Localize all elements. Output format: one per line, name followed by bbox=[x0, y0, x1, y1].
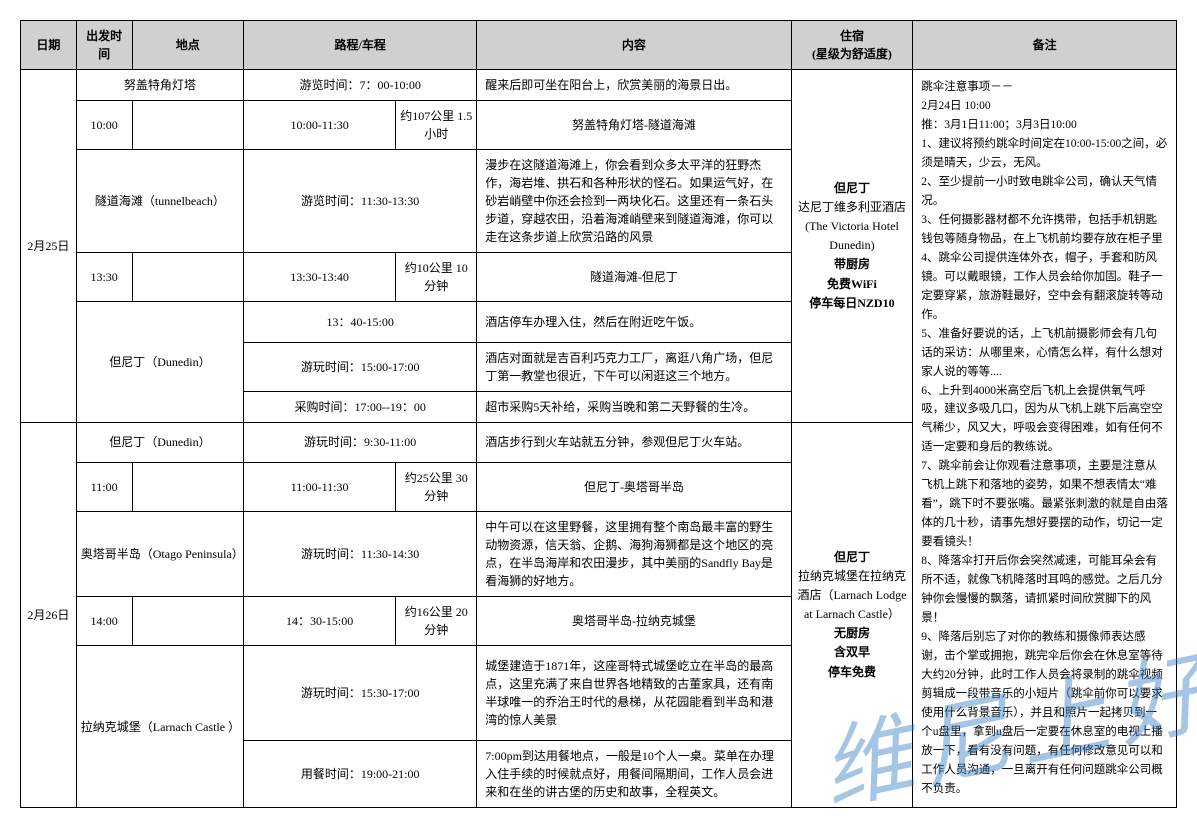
content-cell: 隧道海滩-但尼丁 bbox=[477, 253, 791, 302]
route-cell: 13:30-13:40 bbox=[244, 253, 396, 302]
content-cell: 但尼丁-奥塔哥半岛 bbox=[477, 463, 791, 512]
date-cell: 2月26日 bbox=[21, 422, 77, 807]
place-cell: 奥塔哥半岛（Otago Peninsula） bbox=[76, 512, 243, 597]
route-cell: 游玩时间：9:30-11:00 bbox=[244, 422, 477, 463]
route-cell: 游玩时间：15:00-17:00 bbox=[244, 342, 477, 391]
date-cell: 2月25日 bbox=[21, 70, 77, 423]
th-content: 内容 bbox=[477, 21, 791, 70]
route-cell: 游览时间：11:30-13:30 bbox=[244, 150, 477, 253]
place-cell: 隧道海滩（tunnelbeach） bbox=[76, 150, 243, 253]
route-cell: 采购时间：17:00--19：00 bbox=[244, 391, 477, 422]
content-cell: 酒店步行到火车站就五分钟，参观但尼丁火车站。 bbox=[477, 422, 791, 463]
place-cell bbox=[132, 463, 244, 512]
content-cell: 酒店停车办理入住，然后在附近吃午饭。 bbox=[477, 302, 791, 343]
content-cell: 醒来后即可坐在阳台上，欣赏美丽的海景日出。 bbox=[477, 70, 791, 101]
route-cell: 用餐时间：19:00-21:00 bbox=[244, 740, 477, 807]
place-cell bbox=[132, 597, 244, 646]
route-cell: 游览时间：7：00-10:00 bbox=[244, 70, 477, 101]
content-cell: 努盖特角灯塔-隧道海滩 bbox=[477, 101, 791, 150]
th-place: 地点 bbox=[132, 21, 244, 70]
place-cell bbox=[132, 101, 244, 150]
content-cell: 酒店对面就是吉百利巧克力工厂，离逛八角广场，但尼丁第一教堂也很近，下午可以闲逛这… bbox=[477, 342, 791, 391]
place-cell: 拉纳克城堡（Larnach Castle ） bbox=[76, 646, 243, 808]
depart-cell: 10:00 bbox=[76, 101, 132, 150]
dist-cell: 约16公里 20分钟 bbox=[396, 597, 477, 646]
content-cell: 城堡建造于1871年，这座哥特式城堡屹立在半岛的最高点，这里充满了来自世界各地精… bbox=[477, 646, 791, 741]
place-cell: 但尼丁（Dunedin） bbox=[76, 302, 243, 423]
th-note: 备注 bbox=[913, 21, 1177, 70]
stay-cell: 但尼丁 达尼丁维多利亚酒店(The Victoria Hotel Dunedin… bbox=[791, 70, 913, 423]
dist-cell: 约107公里 1.5小时 bbox=[396, 101, 477, 150]
route-cell: 14：30-15:00 bbox=[244, 597, 396, 646]
th-route: 路程/车程 bbox=[244, 21, 477, 70]
place-cell: 努盖特角灯塔 bbox=[76, 70, 243, 101]
depart-cell: 11:00 bbox=[76, 463, 132, 512]
content-cell: 超市采购5天补给，采购当晚和第二天野餐的生冷。 bbox=[477, 391, 791, 422]
place-cell: 但尼丁（Dunedin） bbox=[76, 422, 243, 463]
content-cell: 漫步在这隧道海滩上，你会看到众多太平洋的狂野杰作，海岩堆、拱石和各种形状的怪石。… bbox=[477, 150, 791, 253]
dist-cell: 约10公里 10分钟 bbox=[396, 253, 477, 302]
place-cell bbox=[132, 253, 244, 302]
route-cell: 10:00-11:30 bbox=[244, 101, 396, 150]
header-row: 日期 出发时间 地点 路程/车程 内容 住宿 (星级为舒适度) 备注 bbox=[21, 21, 1177, 70]
notes-cell: 跳伞注意事项－－ 2月24日 10:00 推：3月1日11:00；3月3日10:… bbox=[913, 70, 1177, 808]
route-cell: 游玩时间：15:30-17:00 bbox=[244, 646, 477, 741]
th-depart: 出发时间 bbox=[76, 21, 132, 70]
dist-cell: 约25公里 30分钟 bbox=[396, 463, 477, 512]
itinerary-table: 日期 出发时间 地点 路程/车程 内容 住宿 (星级为舒适度) 备注 2月25日… bbox=[20, 20, 1177, 808]
stay-cell: 但尼丁 拉纳克城堡在拉纳克酒店（Larnach Lodge at Larnach… bbox=[791, 422, 913, 807]
depart-cell: 14:00 bbox=[76, 597, 132, 646]
content-cell: 奥塔哥半岛-拉纳克城堡 bbox=[477, 597, 791, 646]
table-row: 2月25日 努盖特角灯塔 游览时间：7：00-10:00 醒来后即可坐在阳台上，… bbox=[21, 70, 1177, 101]
th-stay: 住宿 (星级为舒适度) bbox=[791, 21, 913, 70]
th-date: 日期 bbox=[21, 21, 77, 70]
content-cell: 7:00pm到达用餐地点，一般是10个人一桌。菜单在办理入住手续的时候就点好，用… bbox=[477, 740, 791, 807]
route-cell: 13：40-15:00 bbox=[244, 302, 477, 343]
content-cell: 中午可以在这里野餐，这里拥有整个南岛最丰富的野生动物资源，信天翁、企鹅、海狗海狮… bbox=[477, 512, 791, 597]
route-cell: 游玩时间：11:30-14:30 bbox=[244, 512, 477, 597]
route-cell: 11:00-11:30 bbox=[244, 463, 396, 512]
depart-cell: 13:30 bbox=[76, 253, 132, 302]
